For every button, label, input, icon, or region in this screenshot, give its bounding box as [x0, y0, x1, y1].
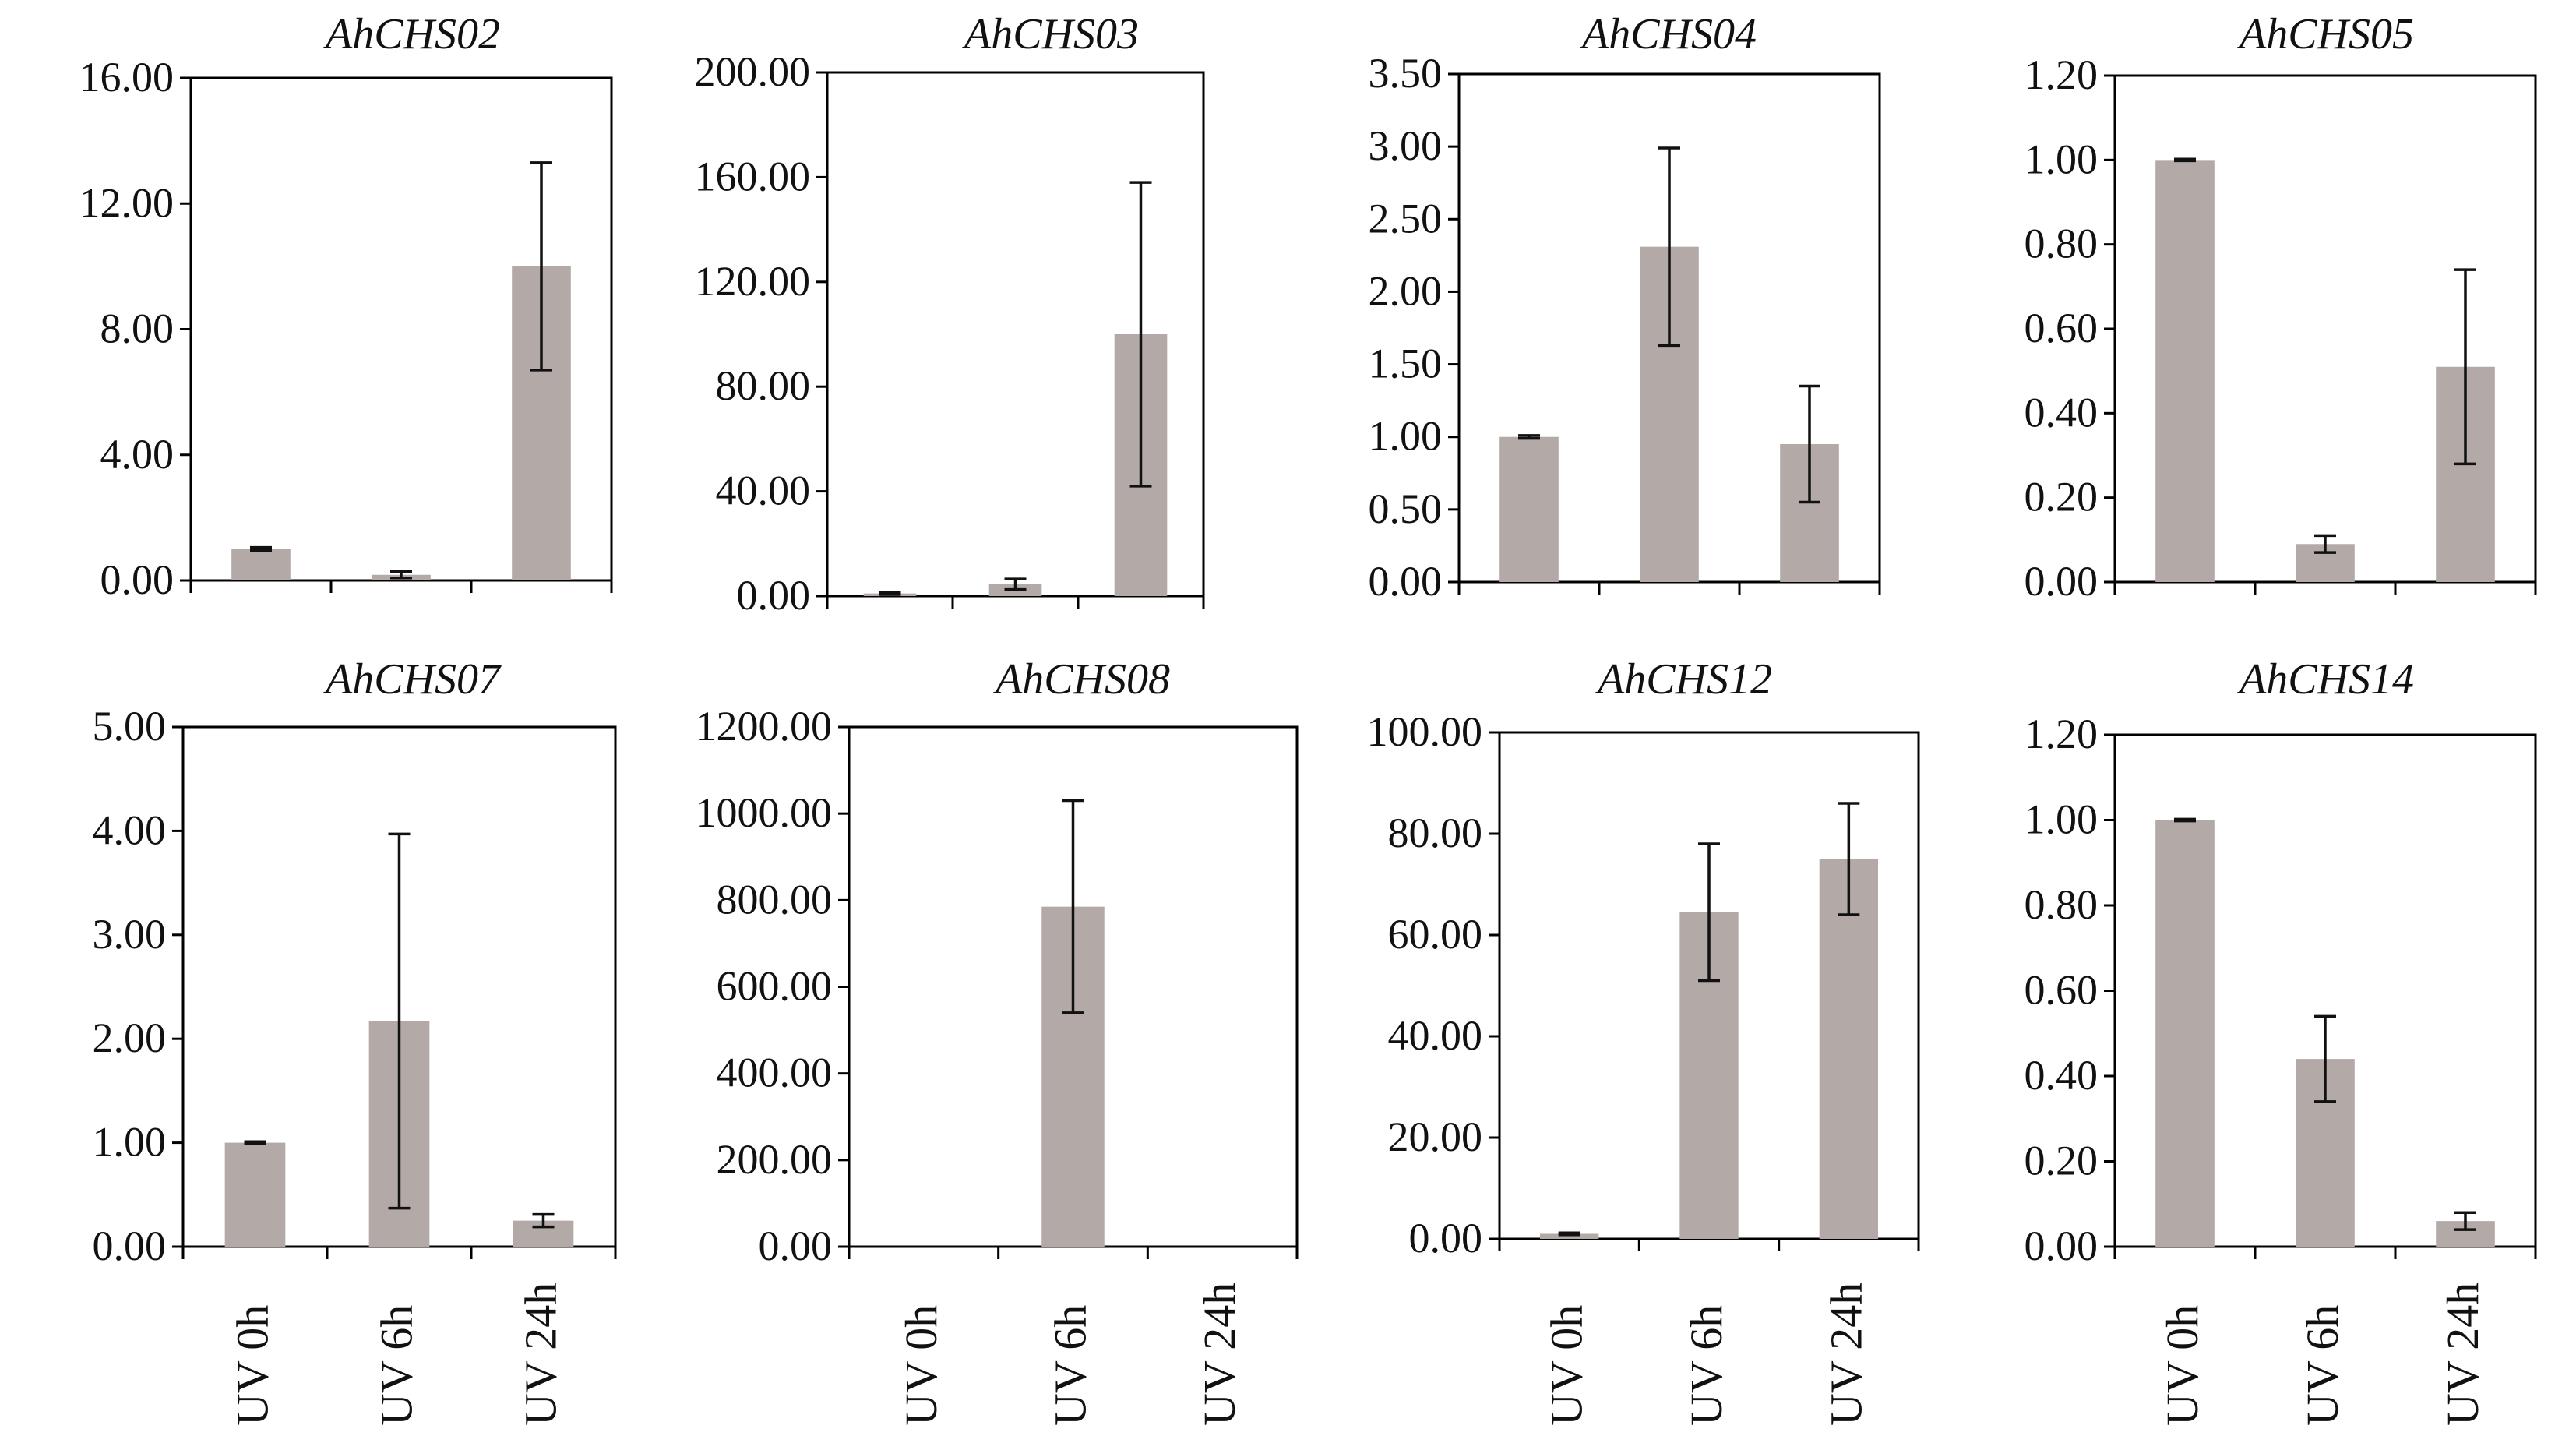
x-category-label: UV 24h: [1194, 1283, 1245, 1426]
y-tick-label: 0.40: [2025, 389, 2099, 436]
y-tick-label: 1.00: [2025, 136, 2099, 182]
y-tick-label: 2.00: [1369, 267, 1443, 314]
panel-title: AhCHS03: [961, 10, 1139, 58]
y-tick-label: 0.00: [1409, 1215, 1483, 1261]
y-tick-label: 40.00: [716, 467, 811, 514]
bar: [1540, 1233, 1599, 1239]
y-tick-label: 200.00: [717, 1136, 833, 1183]
panel-title: AhCHS14: [2236, 655, 2414, 704]
y-tick-label: 5.00: [93, 703, 167, 750]
y-tick-label: 20.00: [1388, 1113, 1483, 1160]
chart-panel-ahchs14: AhCHS14 0.00 0.20 0.40 0.60 0.80 1.00 1.20 UV 0…: [2025, 655, 2537, 1426]
y-tick-label: 8.00: [100, 305, 174, 352]
y-tick-label: 1.00: [93, 1119, 167, 1166]
x-category-label: UV 0h: [227, 1305, 278, 1426]
y-tick-label: 0.20: [2025, 474, 2099, 520]
y-tick-label: 4.00: [93, 806, 167, 853]
y-tick-label: 1.20: [2025, 711, 2099, 757]
chart-panel-ahchs02: AhCHS02 0.00 4.00 8.00 12.00 16.00: [79, 10, 613, 603]
y-tick-label: 0.00: [737, 572, 811, 619]
panel-title: AhCHS08: [992, 655, 1170, 704]
y-tick-label: 0.60: [2025, 305, 2099, 351]
y-tick-label: 0.00: [93, 1223, 167, 1269]
y-tick-label: 0.80: [2025, 221, 2099, 267]
y-tick-label: 1200.00: [696, 703, 833, 750]
bar: [224, 1142, 286, 1247]
y-tick-label: 16.00: [79, 54, 174, 101]
y-tick-label: 200.00: [695, 48, 811, 95]
bar: [2155, 160, 2215, 583]
panel-title: AhCHS02: [322, 10, 500, 58]
y-tick-label: 3.00: [93, 911, 167, 958]
x-category-label: UV 6h: [2297, 1305, 2348, 1426]
y-tick-label: 0.00: [100, 556, 174, 603]
panel-title: AhCHS12: [1595, 655, 1772, 704]
x-category-label: UV 0h: [1542, 1305, 1592, 1426]
y-tick-label: 2.00: [93, 1014, 167, 1061]
y-tick-label: 0.00: [759, 1223, 833, 1269]
y-tick-label: 0.00: [2025, 1223, 2099, 1269]
y-tick-label: 0.50: [1369, 485, 1443, 532]
y-tick-label: 0.00: [1369, 558, 1443, 605]
chart-panel-ahchs05: AhCHS05 0.00 0.20 0.40 0.60 0.80 1.00 1.20: [2025, 10, 2537, 605]
bar: [1499, 436, 1559, 582]
x-category-label: UV 0h: [2157, 1305, 2208, 1426]
y-tick-label: 800.00: [717, 876, 833, 923]
x-category-label: UV 24h: [1820, 1283, 1871, 1426]
y-tick-label: 3.00: [1369, 122, 1443, 169]
y-tick-label: 4.00: [100, 431, 174, 478]
x-category-label: UV 6h: [372, 1305, 422, 1426]
x-category-label: UV 6h: [1045, 1305, 1096, 1426]
panel-title: AhCHS07: [322, 655, 502, 704]
y-tick-label: 0.80: [2025, 881, 2099, 928]
y-tick-label: 1.50: [1369, 340, 1443, 387]
chart-panel-ahchs12: AhCHS12 0.00 20.00 40.00 60.00 80.00 100.00 UV…: [1367, 655, 1920, 1426]
y-tick-label: 40.00: [1388, 1012, 1483, 1059]
y-tick-label: 60.00: [1388, 911, 1483, 958]
y-tick-label: 80.00: [1388, 810, 1483, 856]
panel-title: AhCHS04: [1579, 10, 1757, 58]
y-tick-label: 120.00: [695, 258, 811, 305]
panel-title: AhCHS05: [2236, 10, 2414, 58]
y-tick-label: 2.50: [1369, 195, 1443, 242]
chart-panel-ahchs03: AhCHS03 0.00 40.00 80.00 120.00 160.00 200.00: [695, 10, 1205, 619]
x-category-label: UV 6h: [1681, 1305, 1732, 1426]
x-category-label: UV 24h: [516, 1283, 566, 1426]
y-tick-label: 400.00: [717, 1050, 833, 1096]
y-tick-label: 1.20: [2025, 51, 2099, 98]
y-tick-label: 160.00: [695, 153, 811, 199]
chart-panel-ahchs07: AhCHS07 0.00 1.00 2.00 3.00 4.00 5.00 UV 0h UV …: [93, 655, 617, 1426]
y-tick-label: 0.40: [2025, 1052, 2099, 1099]
bar: [1819, 859, 1878, 1239]
chart-panel-ahchs08: AhCHS08 0.00 200.00 400.00 600.00 800.00 1000…: [696, 655, 1299, 1426]
chart-panel-ahchs04: AhCHS04 0.00 0.50 1.00 1.50 2.00 2.50 3.00 3.50: [1369, 10, 1881, 605]
x-category-label: UV 24h: [2437, 1283, 2488, 1426]
y-tick-label: 0.20: [2025, 1138, 2099, 1184]
y-tick-label: 0.00: [2025, 558, 2099, 605]
y-tick-label: 3.50: [1369, 50, 1443, 97]
y-tick-label: 1000.00: [696, 789, 833, 836]
bar: [231, 549, 291, 580]
y-tick-label: 1.00: [2025, 796, 2099, 843]
y-tick-label: 600.00: [717, 963, 833, 1010]
y-tick-label: 0.60: [2025, 967, 2099, 1014]
y-tick-label: 100.00: [1367, 708, 1483, 755]
x-category-label: UV 0h: [896, 1305, 946, 1426]
y-tick-label: 12.00: [79, 179, 174, 226]
bar: [2155, 820, 2215, 1247]
y-tick-label: 1.00: [1369, 413, 1443, 460]
y-tick-label: 80.00: [716, 362, 811, 409]
